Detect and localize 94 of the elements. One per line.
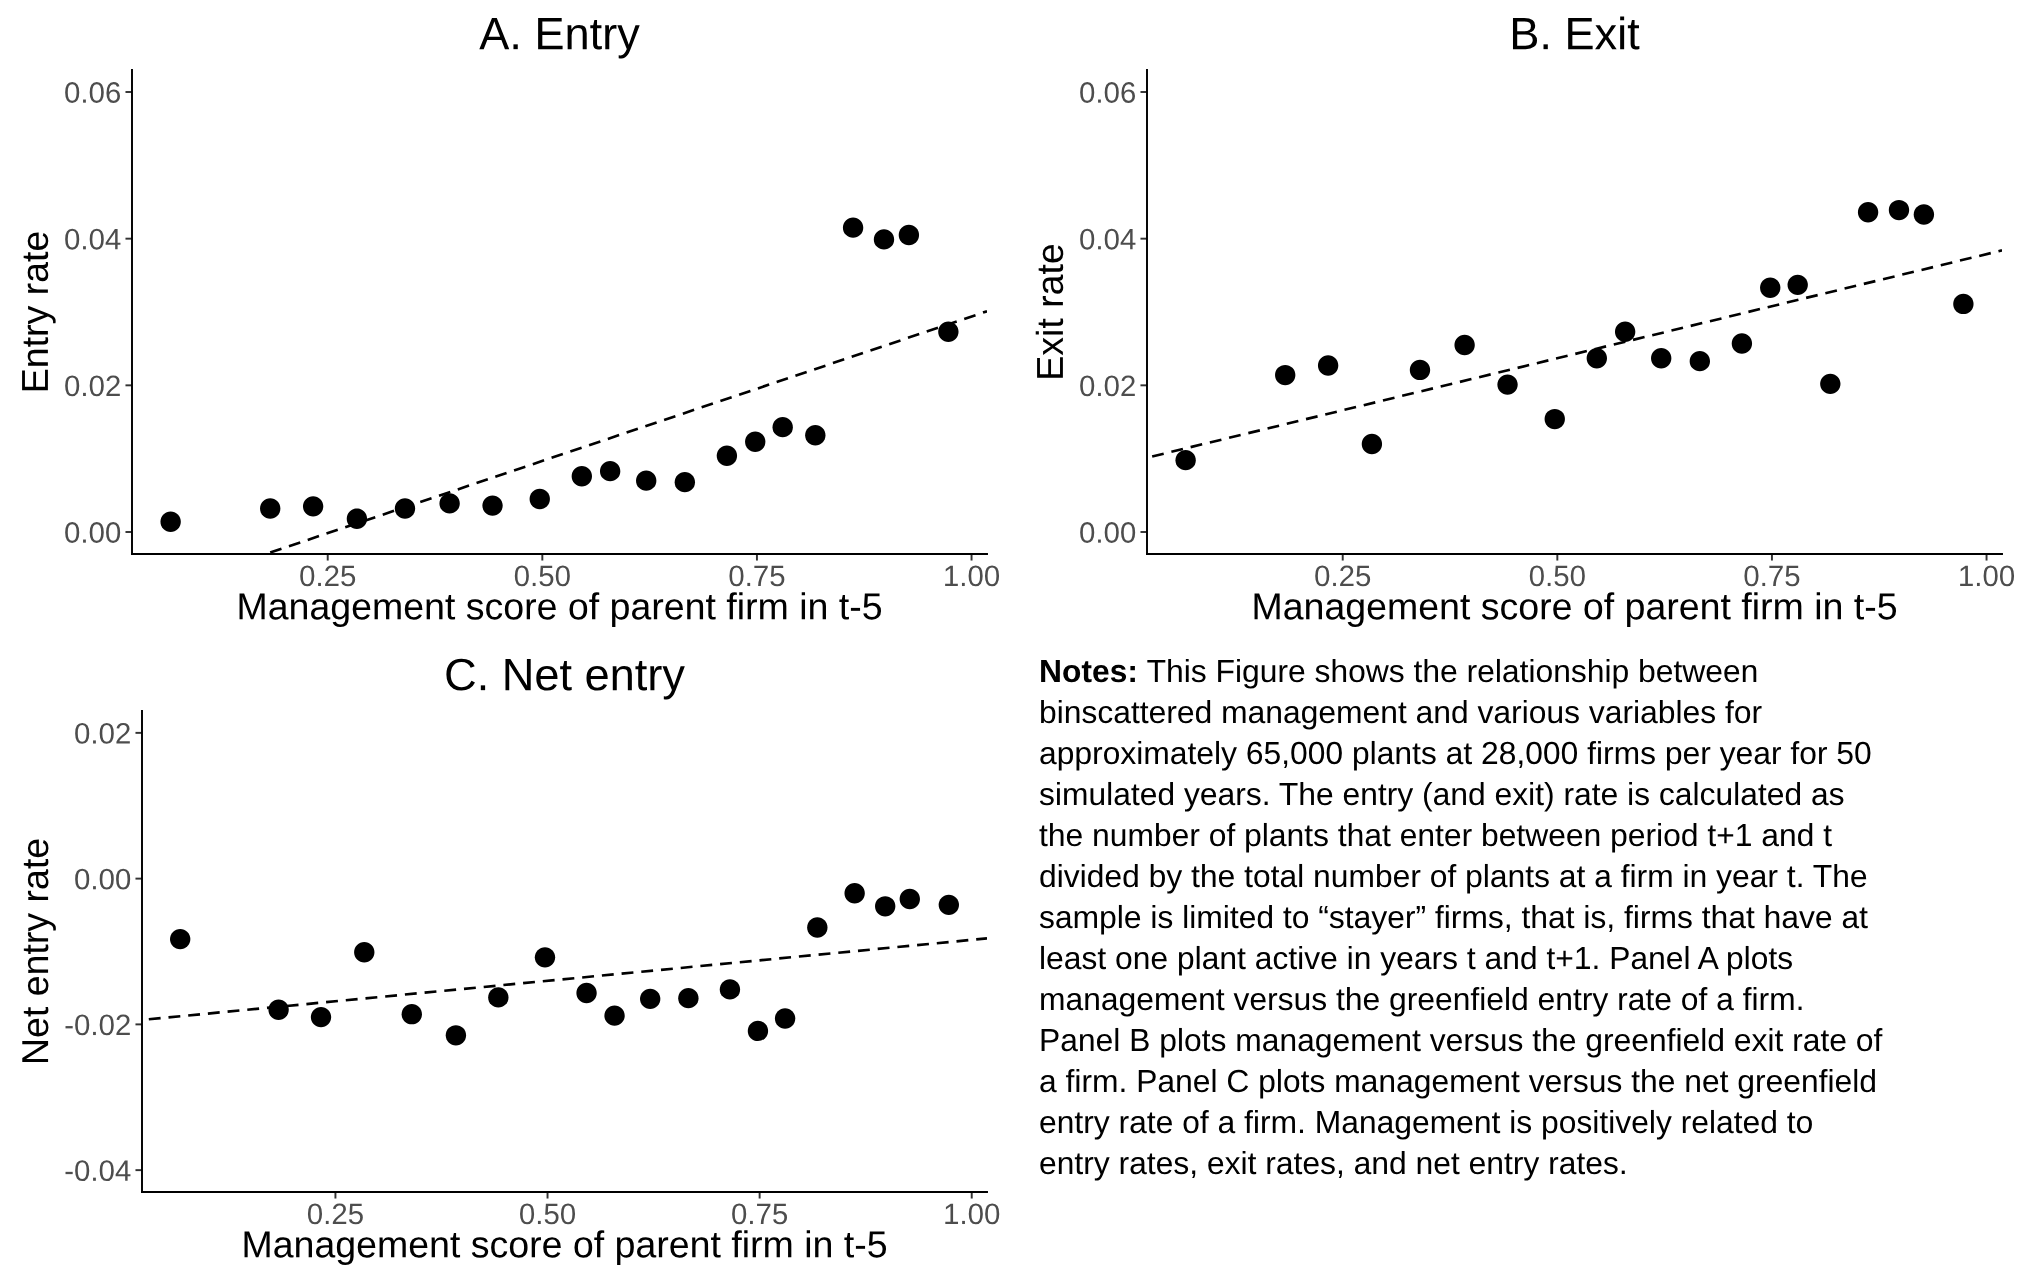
point <box>774 1008 796 1029</box>
point <box>160 511 181 532</box>
point <box>1454 334 1475 356</box>
x-tick-label: 0.75 <box>1744 565 1800 587</box>
point <box>1820 373 1841 395</box>
point <box>772 416 793 438</box>
point <box>260 498 281 519</box>
point <box>1317 355 1339 376</box>
x-tick-label: 0.25 <box>300 565 356 587</box>
x-tick-label: 0.50 <box>1529 565 1585 587</box>
point <box>445 1025 467 1046</box>
point <box>1888 199 1910 221</box>
point <box>310 1006 332 1028</box>
point <box>745 431 766 452</box>
text: Notes: This Figure shows the relationship between binscattered management and various variables for approximately 65,000 plants at 28,000 firms per year for 50 simulated years. The entry (and exit) rate is calculated as the number of plants that enter between period t+1 and t divided by the total number of plants at a firm in year t. The sample is limited to “stayer” firms, that is, firms that have at least one plant active in years t and t+1. Panel A plots management versus the greenfield entry rate of a firm. Panel B plots management versus the greenfield exit rate of a firm. Panel C plots management versus the net greenfield entry rate of a firm. Management is positively related to entry rates, exit rates, and net entry rates. <box>1039 658 1883 1181</box>
point <box>875 896 896 917</box>
point <box>898 224 920 246</box>
y-tick-label: 0.06 <box>1080 82 1136 103</box>
point <box>1175 449 1196 471</box>
y-axis-title: Entry rate <box>22 232 56 391</box>
point <box>1913 204 1935 225</box>
point <box>873 229 895 250</box>
point <box>747 1020 769 1042</box>
point <box>1760 277 1781 298</box>
chart-title: A. Entry <box>479 18 640 59</box>
point <box>170 928 191 950</box>
point <box>1651 348 1672 369</box>
point <box>1857 202 1879 223</box>
x-tick-label: 1.00 <box>1960 565 2015 587</box>
y-tick-label: 0.00 <box>1080 522 1136 543</box>
point <box>268 999 289 1020</box>
point <box>534 947 556 968</box>
y-axis-title: Exit rate <box>1035 244 1064 378</box>
y-tick-label: -0.02 <box>65 1014 130 1036</box>
y-tick-label: 0.04 <box>1080 228 1136 250</box>
point <box>636 470 657 491</box>
point <box>844 883 865 904</box>
point <box>346 508 368 529</box>
chart-title: B. Exit <box>1512 16 1640 50</box>
point <box>482 495 503 516</box>
point <box>719 979 741 1000</box>
point <box>716 445 738 466</box>
x-tick-label: 0.75 <box>732 1203 788 1225</box>
point <box>678 987 699 1009</box>
point <box>805 425 826 446</box>
y-tick-label: 0.06 <box>65 82 121 103</box>
point <box>394 498 416 519</box>
point <box>938 321 959 342</box>
point <box>1689 350 1711 372</box>
point <box>529 488 550 510</box>
point <box>1361 433 1383 455</box>
point <box>938 894 959 916</box>
point <box>401 1003 422 1025</box>
point <box>842 217 864 238</box>
x-tick-label: 0.50 <box>520 1203 576 1225</box>
x-axis-title: Management score of parent firm in t-5 <box>1254 592 1897 628</box>
point <box>1497 374 1518 395</box>
point <box>1614 321 1636 342</box>
point <box>899 888 920 910</box>
x-tick-label: 1.00 <box>945 1203 1000 1225</box>
point <box>576 982 597 1004</box>
point <box>1953 293 1974 315</box>
x-tick-label: 0.75 <box>729 565 785 587</box>
point <box>674 471 696 493</box>
y-tick-label: 0.04 <box>65 228 121 250</box>
x-tick-label: 1.00 <box>945 565 1000 587</box>
point <box>354 942 375 963</box>
point <box>604 1005 625 1026</box>
y-axis-title: Net entry rate <box>22 839 56 1062</box>
point <box>1586 348 1607 369</box>
point <box>571 466 592 487</box>
y-tick-label: 0.02 <box>75 722 130 744</box>
point <box>439 493 460 514</box>
x-tick-label: 0.50 <box>514 565 570 587</box>
point <box>599 460 621 482</box>
point <box>302 496 324 517</box>
point <box>807 917 828 938</box>
y-tick-label: 0.00 <box>75 868 131 890</box>
point <box>640 988 661 1010</box>
y-tick-label: 0.00 <box>65 522 121 543</box>
point <box>488 987 509 1008</box>
x-axis-title: Management score of parent firm in t-5 <box>239 592 882 628</box>
point <box>1275 364 1296 386</box>
y-tick-label: -0.04 <box>65 1160 131 1182</box>
x-tick-label: 0.25 <box>307 1203 363 1225</box>
point <box>1731 333 1753 354</box>
point <box>1544 408 1565 430</box>
x-tick-label: 0.25 <box>1315 565 1371 587</box>
x-axis-title: Management score of parent firm in t-5 <box>244 1230 887 1266</box>
y-tick-label: 0.02 <box>65 375 120 397</box>
point <box>1787 274 1808 296</box>
point <box>1409 359 1431 381</box>
y-tick-label: 0.02 <box>1080 375 1135 397</box>
chart-title: C. Net entry <box>446 658 685 700</box>
